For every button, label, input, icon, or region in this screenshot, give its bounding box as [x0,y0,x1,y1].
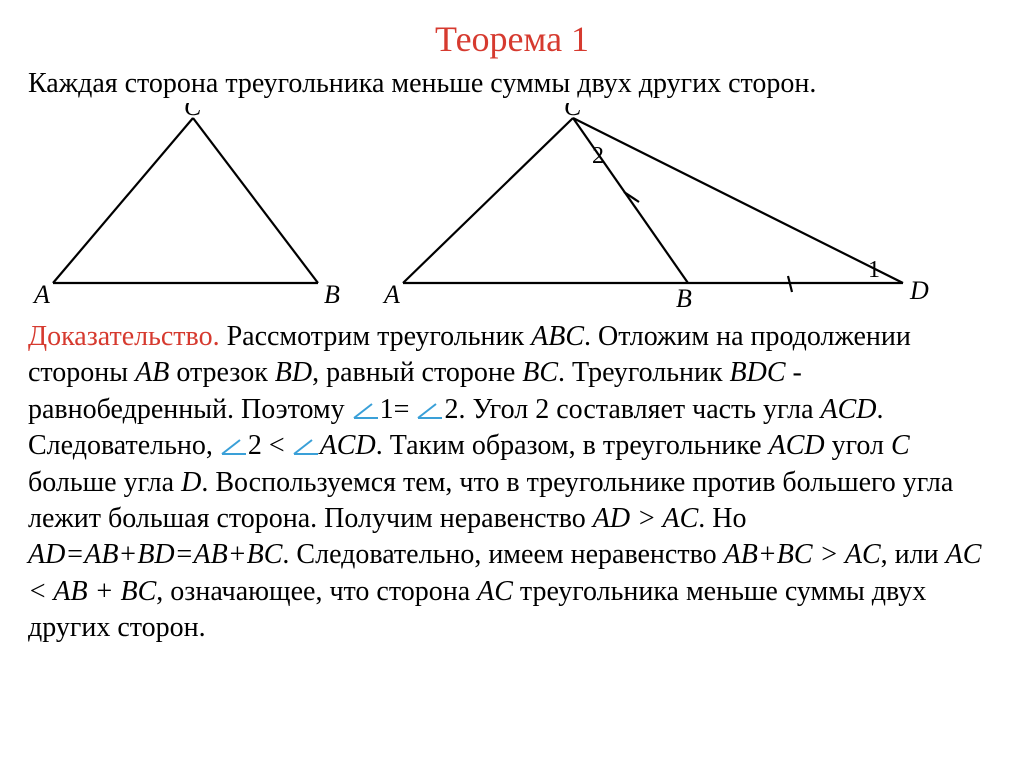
var: AD=AB+BD=AB+BC [28,539,282,570]
var: ABC [531,321,584,352]
proof-text: . Следовательно, имеем неравенство [282,539,723,570]
proof-text: больше угла [28,467,181,498]
angle-icon [220,438,248,456]
eq: 2 [444,394,458,425]
var: BC [522,357,558,388]
var: BD [275,357,312,388]
var: D [181,467,201,498]
var: AD > AC [593,503,699,534]
proof-text: . Таким образом, в треугольнике [376,430,769,461]
angle-icon [292,438,320,456]
svg-text:A: A [32,280,50,309]
svg-text:A: A [382,280,400,309]
svg-text:C: C [564,103,582,121]
eq: ACD [320,430,376,461]
var: ACD [821,394,877,425]
var: AB [135,357,169,388]
proof-text: угол [825,430,891,461]
angle-icon [352,402,380,420]
figure-right: A B C D 1 2 [378,103,943,313]
var: ACD [769,430,825,461]
eq: 1= [380,394,417,425]
theorem-statement: Каждая сторона треугольника меньше суммы… [28,66,996,101]
svg-text:1: 1 [868,257,880,283]
svg-text:D: D [909,276,929,305]
var: AC [477,576,513,607]
figures-row: A B C A B C D 1 2 [28,103,996,313]
svg-text:C: C [184,103,202,121]
theorem-title: Теорема 1 [28,18,996,60]
figure-left: A B C [28,103,358,313]
eq: 2 < [248,430,292,461]
proof-text: Рассмотрим треугольник [227,321,532,352]
proof-text: отрезок [169,357,274,388]
svg-text:B: B [324,280,340,309]
svg-text:2: 2 [592,143,604,169]
proof-text: . Но [698,503,746,534]
proof-text: , равный стороне [312,357,522,388]
svg-text:B: B [676,284,692,313]
angle-icon [416,402,444,420]
proof-heading: Доказательство. [28,321,220,352]
proof-text: . Угол 2 составляет часть угла [458,394,820,425]
proof-text: , или [881,539,946,570]
proof-body: Доказательство. Рассмотрим треугольник A… [28,319,996,647]
proof-text: , означающее, что сторона [156,576,477,607]
var: C [891,430,910,461]
var: AB+BC > AC [724,539,881,570]
proof-text: . Треугольник [558,357,730,388]
var: BDC [730,357,786,388]
